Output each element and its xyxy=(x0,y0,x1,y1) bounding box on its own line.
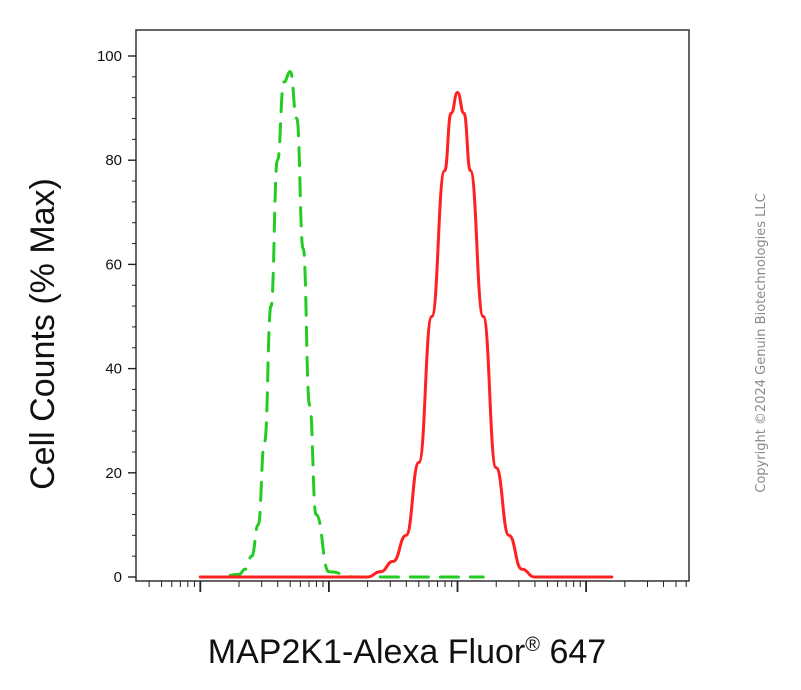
y-axis-label: Cell Counts (% Max) xyxy=(24,178,62,490)
series-group xyxy=(198,70,614,579)
y-tick-label: 0 xyxy=(114,569,122,586)
y-tick-label: 100 xyxy=(97,48,122,65)
plot-frame xyxy=(135,29,690,582)
copyright-watermark: Copyright ©2024 Genuin Biotechnologies L… xyxy=(754,193,769,492)
red-solid-series xyxy=(198,90,614,579)
y-axis-ticks: 0 20 40 60 80 100 xyxy=(97,48,136,586)
x-axis-label-main: MAP2K1-Alexa Fluor xyxy=(208,633,525,671)
y-tick-label: 20 xyxy=(105,465,122,482)
x-axis-ticks xyxy=(148,581,687,592)
y-tick-label: 80 xyxy=(105,152,122,169)
x-axis-label-suffix: 647 xyxy=(540,633,606,671)
y-tick-label: 40 xyxy=(105,361,122,378)
x-axis-label-registered: ® xyxy=(525,634,540,656)
x-axis-label: MAP2K1-Alexa Fluor® 647 xyxy=(208,633,606,671)
y-tick-label: 60 xyxy=(105,256,122,273)
green-dashed-series xyxy=(198,70,485,579)
